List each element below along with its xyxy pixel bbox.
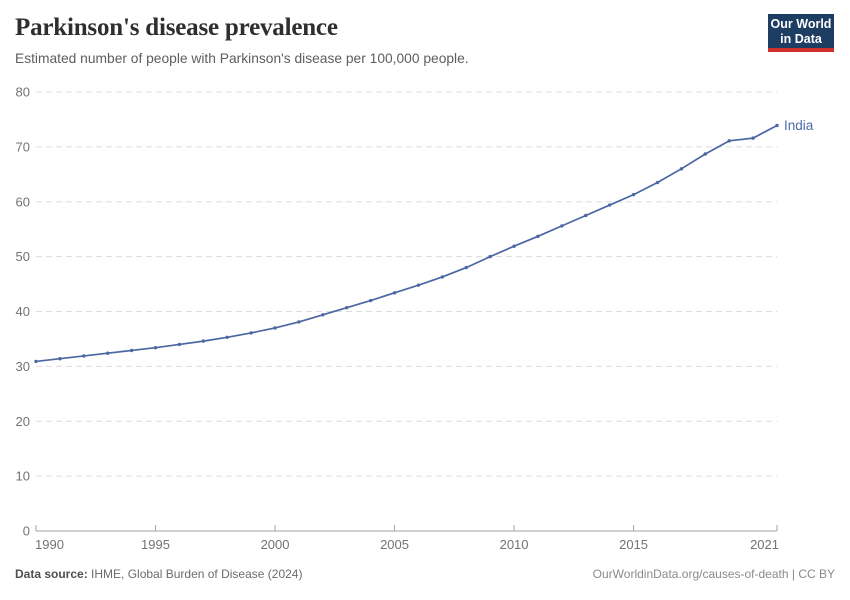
y-axis-tick-label: 20 [16, 414, 30, 429]
data-point[interactable] [560, 224, 564, 228]
data-point[interactable] [416, 283, 421, 287]
data-source-text: IHME, Global Burden of Disease (2024) [87, 567, 303, 581]
data-point[interactable] [775, 123, 779, 128]
data-point[interactable] [392, 291, 397, 295]
x-axis-tick-label: 2000 [261, 537, 290, 552]
x-axis-tick-label: 2015 [619, 537, 648, 552]
x-axis-tick-label: 1995 [141, 537, 170, 552]
data-point[interactable] [106, 351, 110, 355]
x-axis-tick-label: 2005 [380, 537, 409, 552]
chart-footer: Data source: IHME, Global Burden of Dise… [15, 567, 835, 581]
data-point[interactable] [34, 359, 38, 364]
data-point[interactable] [584, 213, 588, 218]
entity-label-india[interactable]: India [784, 118, 814, 133]
y-axis-tick-label: 40 [16, 304, 30, 319]
data-point[interactable] [727, 139, 731, 143]
data-point[interactable] [321, 313, 325, 317]
chart-subtitle: Estimated number of people with Parkinso… [15, 51, 469, 66]
data-point[interactable] [153, 346, 158, 350]
x-axis-tick-label: 2010 [500, 537, 529, 552]
data-point[interactable] [488, 254, 492, 259]
owid-logo-line2: in Data [780, 31, 822, 46]
data-point[interactable] [201, 339, 206, 343]
data-point[interactable] [679, 167, 684, 171]
chart-title: Parkinson's disease prevalence [15, 14, 338, 41]
data-point[interactable] [703, 152, 707, 156]
y-axis-tick-label: 70 [16, 139, 30, 154]
data-point[interactable] [297, 320, 301, 324]
data-point[interactable] [273, 326, 277, 330]
data-point[interactable] [225, 335, 229, 339]
data-point[interactable] [655, 180, 660, 185]
data-point[interactable] [368, 298, 373, 303]
data-point[interactable] [129, 348, 134, 353]
data-point[interactable] [536, 234, 540, 239]
data-point[interactable] [345, 305, 349, 310]
x-axis-tick-label: 1990 [35, 537, 64, 552]
credit-link[interactable]: OurWorldinData.org/causes-of-death | CC … [592, 567, 835, 581]
data-point[interactable] [249, 331, 253, 335]
data-source: Data source: IHME, Global Burden of Dise… [15, 567, 302, 581]
y-axis-tick-label: 80 [16, 85, 30, 100]
y-axis-tick-label: 60 [16, 194, 30, 209]
y-axis-tick-label: 50 [16, 249, 30, 264]
data-point[interactable] [631, 192, 636, 197]
data-point[interactable] [607, 203, 612, 207]
owid-logo[interactable]: Our World in Data [768, 14, 834, 52]
data-point[interactable] [58, 356, 62, 361]
data-point[interactable] [464, 265, 468, 270]
data-source-label: Data source: [15, 567, 88, 581]
y-axis-tick-label: 0 [23, 524, 30, 539]
y-axis-tick-label: 30 [16, 359, 30, 374]
y-axis-tick-label: 10 [16, 469, 30, 484]
owid-logo-line1: Our World [770, 17, 832, 31]
series-line-india[interactable] [35, 124, 778, 363]
x-axis-tick-label: 2021 [750, 537, 779, 552]
data-point[interactable] [440, 275, 445, 279]
data-point[interactable] [82, 354, 86, 358]
data-point[interactable] [177, 342, 182, 347]
data-point[interactable] [751, 136, 755, 140]
data-point[interactable] [512, 244, 516, 248]
